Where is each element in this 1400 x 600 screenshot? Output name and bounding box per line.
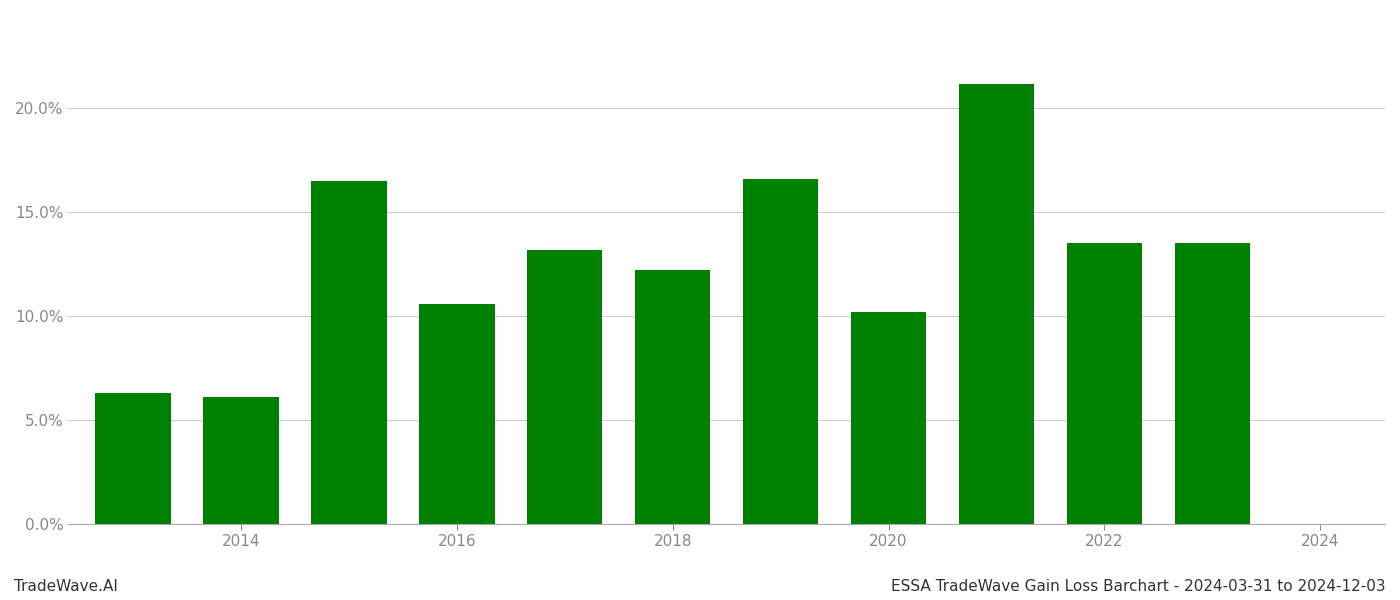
Bar [419,304,494,524]
Bar [311,181,386,524]
Bar [95,393,171,524]
Bar [526,250,602,524]
Bar [203,397,279,524]
Bar [1067,244,1142,524]
Bar [851,312,927,524]
Text: TradeWave.AI: TradeWave.AI [14,579,118,594]
Bar [1175,244,1250,524]
Text: ESSA TradeWave Gain Loss Barchart - 2024-03-31 to 2024-12-03: ESSA TradeWave Gain Loss Barchart - 2024… [892,579,1386,594]
Bar [743,179,819,524]
Bar [634,271,710,524]
Bar [959,83,1035,524]
